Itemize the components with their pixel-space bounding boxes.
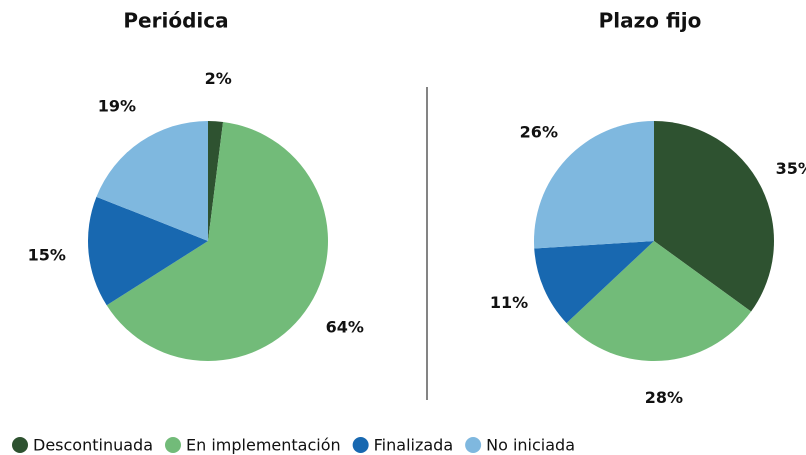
pie-slice (96, 121, 208, 241)
legend-label: Finalizada (374, 436, 453, 455)
legend-swatch (352, 437, 369, 453)
legend-label: No iniciada (486, 436, 575, 455)
data-label: 26% (520, 122, 558, 141)
pie-slice (534, 241, 654, 324)
pie-slice (106, 121, 328, 361)
legend-swatch (465, 437, 482, 453)
pie-slice (566, 241, 752, 361)
legend-label: En implementación (186, 436, 341, 455)
data-label: 35% (776, 159, 806, 178)
data-label: 64% (326, 317, 364, 336)
data-label: 19% (98, 97, 136, 116)
pie-slice (654, 121, 775, 312)
data-label: 11% (490, 293, 528, 312)
legend-label: Descontinuada (33, 436, 153, 455)
pie-slice (208, 121, 224, 241)
chart-title: Periódica (123, 9, 228, 33)
data-label: 28% (645, 388, 683, 407)
legend-swatch (165, 437, 181, 453)
data-label: 15% (28, 246, 66, 265)
legend-swatch (12, 437, 28, 453)
data-label: 2% (205, 69, 232, 88)
pie-slice (88, 196, 208, 306)
chart-title: Plazo fijo (599, 9, 702, 33)
pie-slice (534, 121, 654, 249)
